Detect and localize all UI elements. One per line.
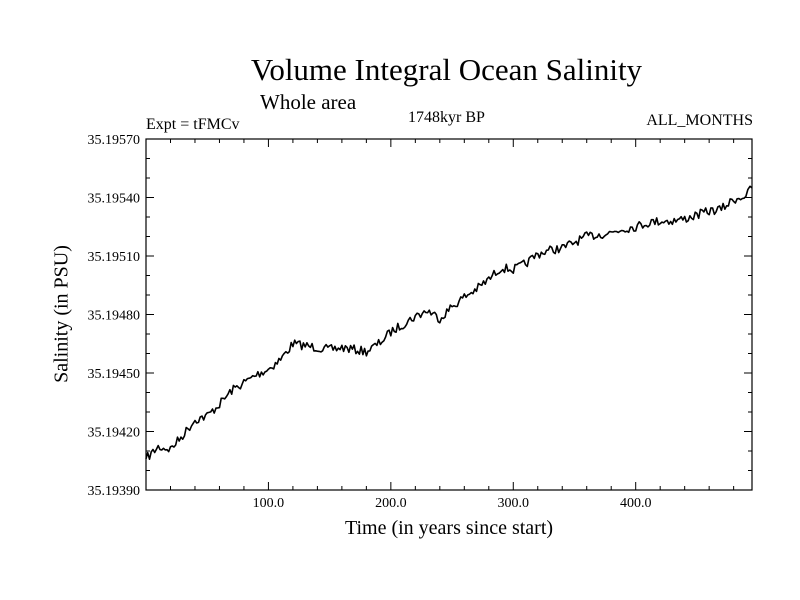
y-tick-label: 35.19570 (88, 133, 141, 148)
x-tick-label: 400.0 (620, 496, 652, 511)
axis-ticks: 100.0 200.0 300.0 400.0 35.19390 35.19420 35.1… (88, 133, 752, 511)
y-tick-label: 35.19540 (88, 192, 141, 207)
y-tick-label: 35.19390 (88, 484, 141, 499)
y-tick-label: 35.19420 (88, 426, 141, 441)
y-tick-label: 35.19450 (88, 367, 141, 382)
experiment-label: Expt = tFMCv (146, 116, 240, 133)
x-tick-label: 200.0 (375, 496, 407, 511)
x-tick-label: 300.0 (498, 496, 530, 511)
y-tick-label: 35.19480 (88, 309, 141, 324)
y-tick-label: 35.19510 (88, 250, 141, 265)
plot-frame (145, 138, 753, 491)
period-label: 1748kyr BP (408, 109, 485, 126)
salinity-series-line (145, 185, 753, 460)
x-axis-label: Time (in years since start) (344, 517, 554, 539)
months-label: ALL_MONTHS (646, 112, 753, 129)
chart-title: Volume Integral Ocean Salinity (250, 52, 643, 87)
chart-subtitle: Whole area (260, 90, 357, 114)
x-tick-label: 100.0 (253, 496, 285, 511)
